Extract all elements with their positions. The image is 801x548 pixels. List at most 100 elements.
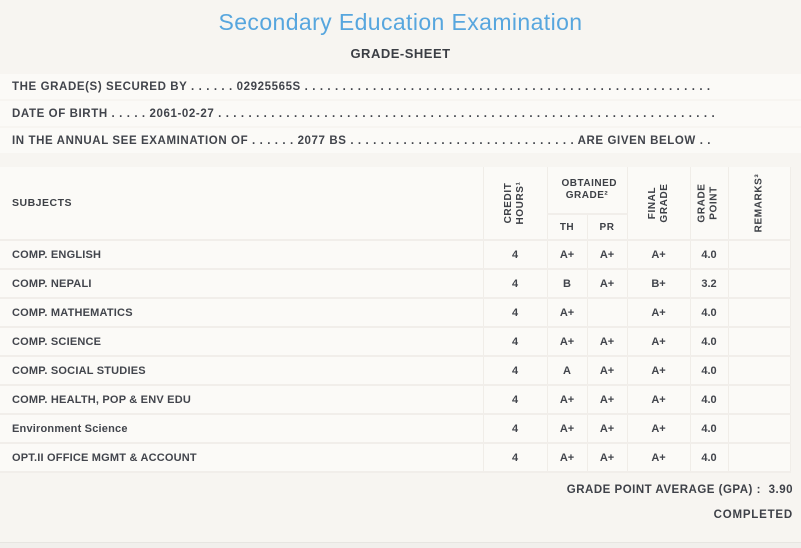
- pr-grade-cell: A+: [586, 356, 628, 386]
- table-row: COMP. MATHEMATICS 4 A+ A+ 4.0: [0, 298, 791, 328]
- grade-point-cell: 4.0: [689, 356, 729, 386]
- info-line-text: THE GRADE(S) SECURED BY . . . . . . 0292…: [12, 81, 714, 93]
- rotated-header-wrap: REMARKS³: [729, 168, 789, 238]
- remarks-cell: [727, 356, 791, 386]
- pr-grade-cell: A+: [586, 269, 628, 299]
- credit-cell: 4: [482, 414, 547, 444]
- table-row: COMP. SOCIAL STUDIES 4 A A+ A+ 4.0: [0, 356, 791, 386]
- pr-grade-cell: A+: [586, 240, 628, 270]
- th-subcolumn-header: TH: [546, 214, 587, 241]
- table-row: Environment Science 4 A+ A+ A+ 4.0: [0, 414, 791, 444]
- grade-point-label: GRADE POINT: [697, 183, 721, 223]
- final-grade-cell: B+: [626, 269, 691, 299]
- table-row: COMP. NEPALI 4 B A+ B+ 3.2: [0, 269, 791, 299]
- th-grade-cell: B: [546, 269, 587, 299]
- credit-cell: 4: [482, 240, 547, 270]
- examination-label: IN THE ANNUAL SEE EXAMINATION OF: [12, 134, 249, 147]
- info-line-text: IN THE ANNUAL SEE EXAMINATION OF . . . .…: [12, 135, 714, 147]
- grade-point-column-header: GRADE POINT: [689, 167, 729, 241]
- grade-point-cell: 4.0: [689, 385, 729, 415]
- remarks-cell: [727, 269, 791, 299]
- pr-grade-cell: A+: [586, 443, 628, 473]
- credit-cell: 4: [482, 443, 547, 473]
- obtained-grade-column-header: OBTAINED GRADE²: [546, 167, 628, 215]
- remarks-cell: [727, 240, 791, 270]
- remarks-cell: [727, 385, 791, 415]
- credit-hours-column-header: CREDIT HOURS¹: [482, 167, 547, 241]
- info-section: THE GRADE(S) SECURED BY . . . . . . 0292…: [0, 74, 801, 153]
- subject-cell: COMP. SOCIAL STUDIES: [0, 356, 483, 386]
- gpa-line: GRADE POINT AVERAGE (GPA) : 3.90: [0, 484, 793, 496]
- table-row: COMP. SCIENCE 4 A+ A+ A+ 4.0: [0, 327, 791, 357]
- dot-leader: . . . . . . . . . . . . . . . . . . . . …: [218, 107, 714, 120]
- date-of-birth-label: DATE OF BIRTH: [12, 107, 108, 120]
- date-of-birth-value: 2061-02-27: [149, 107, 215, 120]
- subject-cell: COMP. MATHEMATICS: [0, 298, 483, 328]
- th-grade-cell: A+: [546, 443, 587, 473]
- credit-cell: 4: [482, 269, 547, 299]
- dot-leader: . . . . . .: [191, 80, 233, 93]
- grade-point-cell: 3.2: [689, 269, 729, 299]
- subject-cell: Environment Science: [0, 414, 483, 444]
- table-row: OPT.II OFFICE MGMT & ACCOUNT 4 A+ A+ A+ …: [0, 443, 791, 473]
- table-row: COMP. HEALTH, POP & ENV EDU 4 A+ A+ A+ 4…: [0, 385, 791, 415]
- remarks-column-header: REMARKS³: [727, 167, 791, 241]
- dot-leader: . . . . . . . . . . . . . . . . . . . . …: [350, 134, 575, 147]
- final-grade-cell: A+: [626, 443, 691, 473]
- dot-leader: . . .: [699, 134, 714, 147]
- grade-point-cell: 4.0: [689, 240, 729, 270]
- subject-cell: COMP. HEALTH, POP & ENV EDU: [0, 385, 483, 415]
- grade-table: SUBJECTS CREDIT HOURS¹ OBTAINED GRADE² F…: [0, 167, 791, 473]
- credit-hours-label: CREDIT HOURS¹: [503, 181, 526, 225]
- gpa-label: GRADE POINT AVERAGE (GPA) :: [566, 484, 761, 496]
- grade-table-body: COMP. ENGLISH 4 A+ A+ A+ 4.0 COMP. NEPAL…: [0, 240, 791, 473]
- final-grade-cell: A+: [626, 240, 691, 270]
- info-line-date-of-birth: DATE OF BIRTH . . . . . 2061-02-27 . . .…: [0, 101, 801, 126]
- grade-table-header: SUBJECTS CREDIT HOURS¹ OBTAINED GRADE² F…: [0, 167, 791, 241]
- pr-grade-cell: A+: [586, 385, 628, 415]
- dot-leader: . . . . . . . . . . . . . . . . . . . . …: [304, 80, 714, 93]
- table-row: COMP. ENGLISH 4 A+ A+ A+ 4.0: [0, 240, 791, 270]
- th-grade-cell: A+: [546, 327, 587, 357]
- symbol-number-value: 02925565S: [236, 80, 301, 93]
- th-grade-cell: A+: [546, 385, 587, 415]
- final-grade-cell: A+: [626, 298, 691, 328]
- final-grade-column-header: FINAL GRADE: [626, 167, 691, 241]
- gpa-value: 3.90: [768, 484, 793, 496]
- examination-year-value: 2077 BS: [297, 134, 347, 147]
- dot-leader: . . . . .: [111, 107, 146, 120]
- rotated-header-wrap: FINAL GRADE: [628, 168, 690, 238]
- grade-point-cell: 4.0: [689, 414, 729, 444]
- final-grade-cell: A+: [626, 385, 691, 415]
- credit-cell: 4: [482, 298, 547, 328]
- remarks-cell: [727, 298, 791, 328]
- examination-suffix: ARE GIVEN BELOW: [577, 134, 696, 147]
- page-subtitle: GRADE-SHEET: [350, 46, 451, 61]
- pr-grade-cell: [586, 298, 628, 328]
- secured-by-label: THE GRADE(S) SECURED BY: [12, 80, 188, 93]
- credit-cell: 4: [482, 385, 547, 415]
- pr-grade-cell: A+: [586, 414, 628, 444]
- remarks-cell: [727, 414, 791, 444]
- final-grade-cell: A+: [626, 327, 691, 357]
- subject-cell: COMP. ENGLISH: [0, 240, 483, 270]
- bottom-divider: [0, 542, 801, 548]
- info-line-text: DATE OF BIRTH . . . . . 2061-02-27 . . .…: [12, 108, 714, 120]
- subject-cell: OPT.II OFFICE MGMT & ACCOUNT: [0, 443, 483, 473]
- rotated-header-wrap: CREDIT HOURS¹: [484, 168, 547, 238]
- credit-cell: 4: [482, 356, 547, 386]
- th-grade-cell: A+: [546, 240, 587, 270]
- subject-cell: COMP. NEPALI: [0, 269, 483, 299]
- grade-point-cell: 4.0: [689, 443, 729, 473]
- remarks-label: REMARKS³: [753, 173, 765, 233]
- grade-point-cell: 4.0: [689, 327, 729, 357]
- grade-point-cell: 4.0: [689, 298, 729, 328]
- final-grade-cell: A+: [626, 356, 691, 386]
- subject-cell: COMP. SCIENCE: [0, 327, 483, 357]
- th-grade-cell: A+: [546, 298, 587, 328]
- info-line-secured-by: THE GRADE(S) SECURED BY . . . . . . 0292…: [0, 74, 801, 99]
- final-grade-cell: A+: [626, 414, 691, 444]
- pr-subcolumn-header: PR: [586, 214, 628, 241]
- info-line-examination: IN THE ANNUAL SEE EXAMINATION OF . . . .…: [0, 128, 801, 153]
- page-title: Secondary Education Examination: [218, 9, 583, 35]
